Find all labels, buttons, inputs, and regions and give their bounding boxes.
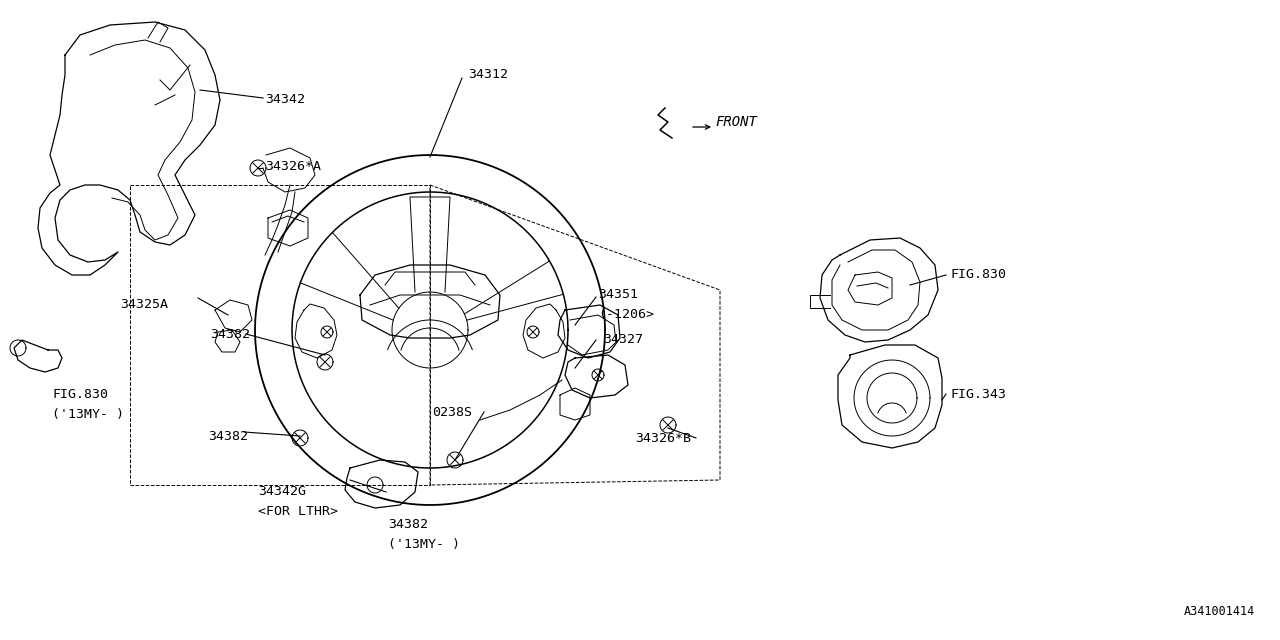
Text: A341001414: A341001414	[1184, 605, 1254, 618]
Text: 34342G: 34342G	[259, 485, 306, 498]
Text: 34327: 34327	[603, 333, 643, 346]
Text: <FOR LTHR>: <FOR LTHR>	[259, 505, 338, 518]
Text: 34312: 34312	[468, 68, 508, 81]
Text: 34382: 34382	[207, 430, 248, 443]
Text: FRONT: FRONT	[716, 115, 756, 129]
Text: ('13MY- ): ('13MY- )	[388, 538, 460, 551]
Text: FIG.830: FIG.830	[52, 388, 108, 401]
Text: 0238S: 0238S	[433, 406, 472, 419]
Text: 34325A: 34325A	[120, 298, 168, 311]
Text: FIG.830: FIG.830	[950, 268, 1006, 281]
Text: 34342: 34342	[265, 93, 305, 106]
Text: 34351: 34351	[598, 288, 637, 301]
Text: 34326*B: 34326*B	[635, 432, 691, 445]
Text: FIG.343: FIG.343	[950, 388, 1006, 401]
Text: 34382: 34382	[388, 518, 428, 531]
Text: 34326*A: 34326*A	[265, 160, 321, 173]
Text: 34382: 34382	[210, 328, 250, 341]
Text: (-1206>: (-1206>	[598, 308, 654, 321]
Text: ('13MY- ): ('13MY- )	[52, 408, 124, 421]
